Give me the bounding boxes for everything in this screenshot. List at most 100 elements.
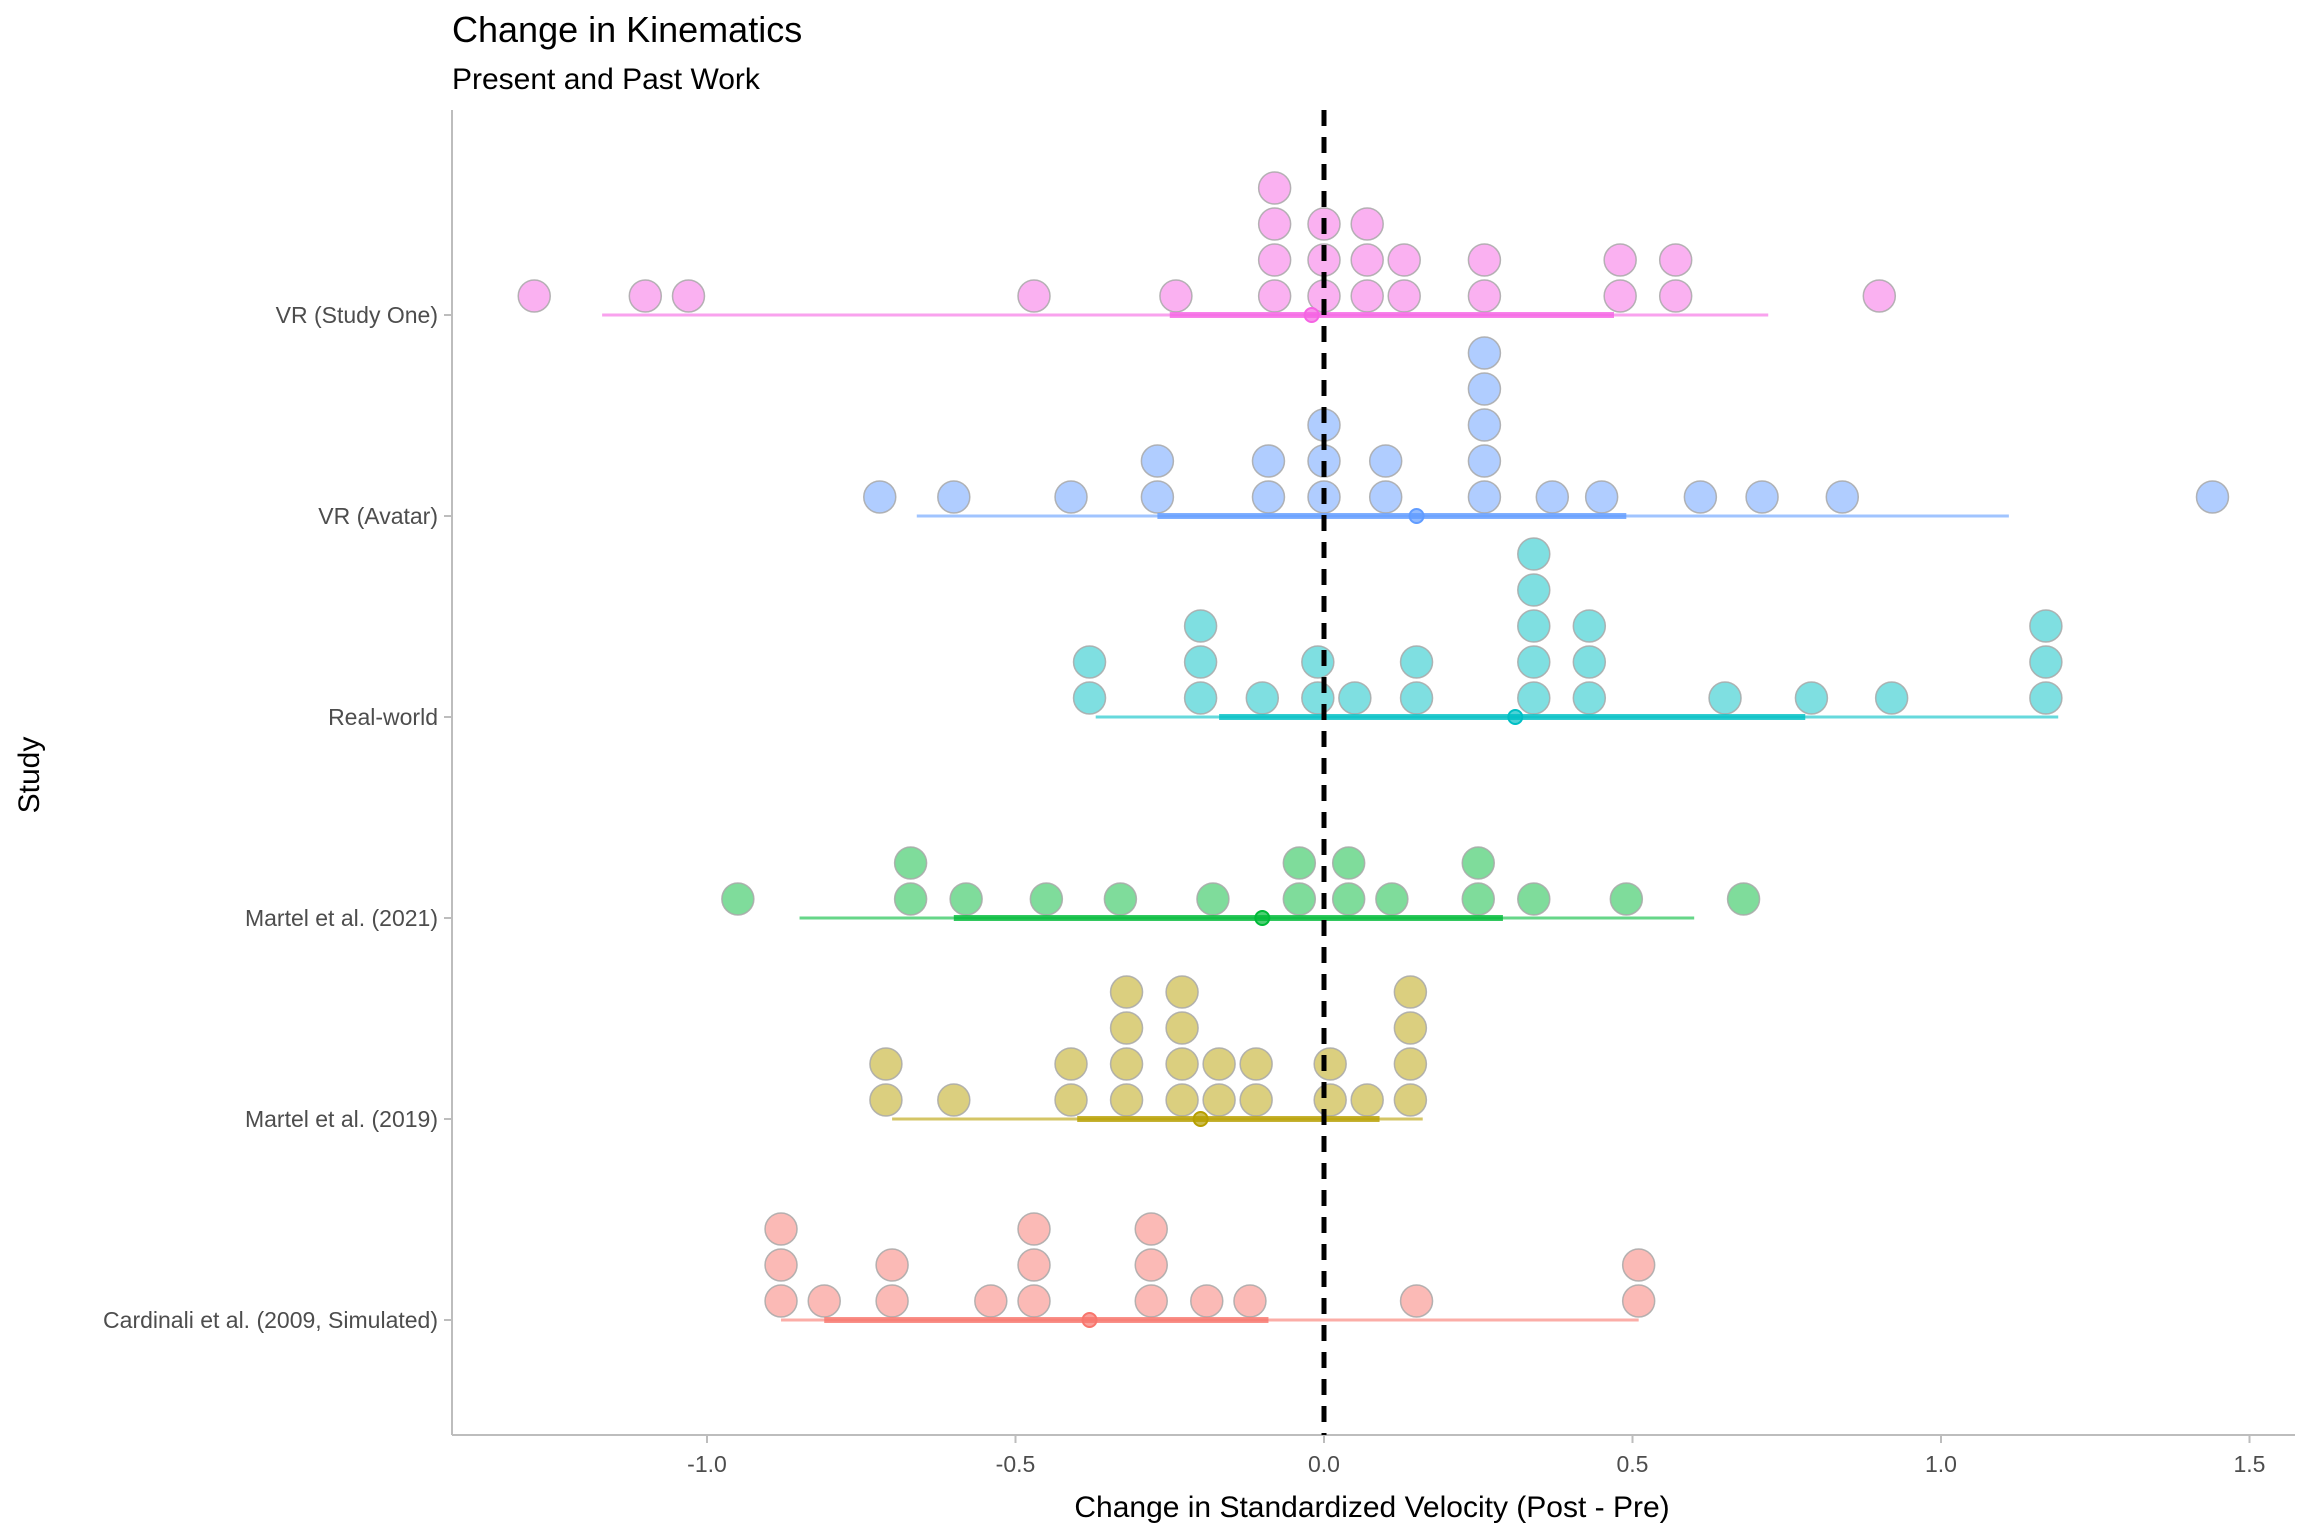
y-tick-label: VR (Study One) [276, 302, 438, 328]
data-point [1467, 372, 1502, 406]
data-point [863, 480, 897, 514]
data-point [1745, 480, 1779, 514]
data-point [628, 279, 663, 313]
data-point [1658, 243, 1693, 277]
mean-point [1507, 709, 1524, 725]
chart-title: Change in Kinematics [452, 9, 802, 50]
data-point [1603, 279, 1637, 313]
data-point [1399, 1284, 1434, 1318]
data-point [1350, 243, 1384, 277]
mean-point [1192, 1111, 1209, 1127]
x-tick-label: 1.5 [2234, 1451, 2266, 1477]
data-point [1572, 609, 1607, 643]
data-point [875, 1284, 909, 1318]
data-point [1399, 681, 1434, 715]
data-point [1399, 645, 1434, 679]
data-point [2195, 480, 2230, 514]
data-point [1535, 480, 1570, 514]
data-point [1683, 480, 1718, 514]
data-point [1467, 279, 1502, 313]
data-point [1183, 681, 1218, 715]
data-point [1140, 444, 1175, 478]
data-point [1109, 1047, 1144, 1081]
data-point [807, 1284, 841, 1318]
data-point [1726, 882, 1761, 916]
data-point [1257, 207, 1292, 241]
data-point [1183, 609, 1218, 643]
x-tick-label: 0.5 [1617, 1451, 1649, 1477]
y-axis-title: Study [13, 737, 46, 814]
mean-point [1254, 910, 1271, 926]
data-point [1517, 882, 1551, 916]
data-point [974, 1284, 1008, 1318]
data-point [1257, 243, 1292, 277]
data-point [1393, 1011, 1428, 1045]
data-point [1467, 480, 1502, 514]
data-point [869, 1047, 903, 1081]
data-point [1313, 1083, 1347, 1117]
data-point [1109, 975, 1144, 1009]
data-point [1393, 975, 1428, 1009]
x-tick-label: -0.5 [996, 1451, 1036, 1477]
data-point [1054, 480, 1088, 514]
series-vr-avatar [863, 336, 2230, 524]
data-point [1375, 882, 1409, 916]
x-tick-label: 0.0 [1308, 1451, 1340, 1477]
data-point [2029, 681, 2063, 715]
data-point [1257, 171, 1292, 205]
data-point [1054, 1083, 1088, 1117]
data-point [1794, 681, 1829, 715]
data-point [1467, 336, 1502, 370]
data-point [671, 279, 706, 313]
data-point [949, 882, 983, 916]
series-vr-study-one [517, 171, 1897, 323]
data-point [893, 882, 928, 916]
data-point [1140, 480, 1175, 514]
data-point [1467, 243, 1502, 277]
data-point [1572, 681, 1607, 715]
data-point [1467, 444, 1502, 478]
data-point [1282, 846, 1317, 880]
data-point [1461, 882, 1495, 916]
data-point [1282, 882, 1317, 916]
data-point [764, 1248, 798, 1282]
data-point [1190, 1284, 1224, 1318]
y-tick-label: Cardinali et al. (2009, Simulated) [103, 1307, 438, 1333]
data-point [1017, 1248, 1051, 1282]
data-point [1251, 444, 1286, 478]
mean-point [1303, 307, 1320, 323]
data-point [517, 279, 551, 313]
data-point [1517, 537, 1551, 571]
data-point [1658, 279, 1693, 313]
data-point [1621, 1248, 1656, 1282]
data-point [1387, 279, 1421, 313]
data-point [1584, 480, 1619, 514]
data-point [2029, 609, 2063, 643]
data-point [721, 882, 755, 916]
data-point [1368, 480, 1403, 514]
data-point [1109, 1011, 1144, 1045]
series-layer [517, 171, 2230, 1328]
data-point [764, 1284, 798, 1318]
data-point [937, 1083, 971, 1117]
y-tick-label: Martel et al. (2019) [245, 1106, 438, 1132]
data-point [1331, 846, 1366, 880]
data-point [1109, 1083, 1144, 1117]
y-tick-label: VR (Avatar) [318, 503, 438, 529]
data-point [1159, 279, 1193, 313]
data-point [1239, 1083, 1273, 1117]
data-point [1461, 846, 1495, 880]
data-point [1165, 975, 1199, 1009]
data-point [1825, 480, 1860, 514]
data-point [937, 480, 971, 514]
data-point [1301, 681, 1335, 715]
data-point [1393, 1083, 1428, 1117]
series-real-world [1072, 537, 2063, 725]
data-point [1183, 645, 1218, 679]
data-point [1862, 279, 1897, 313]
data-point [1350, 279, 1384, 313]
data-point [1054, 1047, 1088, 1081]
data-point [1103, 882, 1138, 916]
